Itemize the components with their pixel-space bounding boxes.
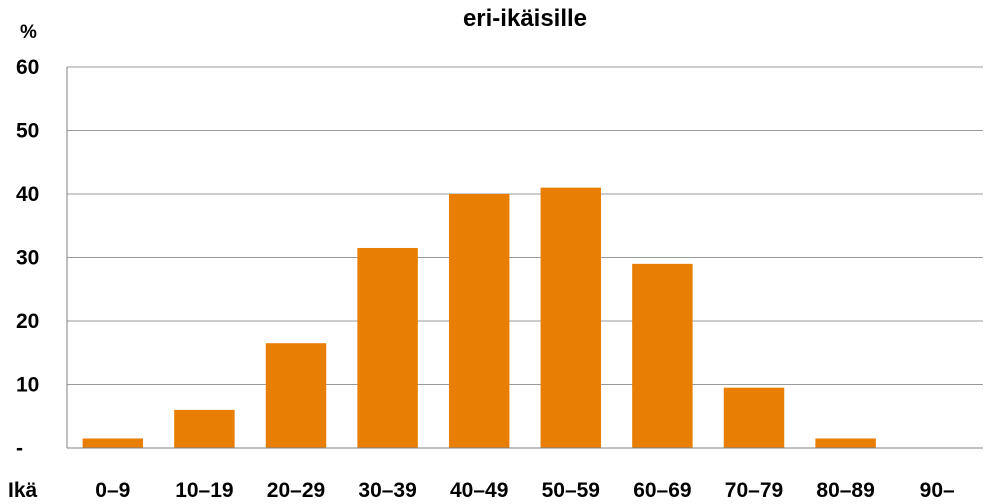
x-tick-label: 20–29: [267, 479, 325, 502]
x-tick-label: 80–89: [816, 479, 874, 502]
chart-title: eri-ikäisille: [463, 5, 587, 32]
y-tick-label: 30: [16, 247, 39, 270]
y-tick-label: 50: [16, 120, 39, 143]
x-tick-label: 40–49: [450, 479, 508, 502]
bar-0–9: [82, 438, 144, 448]
bar-10–19: [174, 409, 235, 448]
gridlines: [67, 66, 983, 385]
y-axis-ticks: - 10 20 30 40 50 60: [16, 56, 39, 460]
bar-20–29: [265, 343, 327, 448]
bar-40–49: [448, 194, 510, 448]
bar-60–69: [632, 263, 693, 448]
x-tick-label: 10–19: [175, 479, 233, 502]
bar-70–79: [723, 387, 785, 448]
x-axis-label: Ikä: [8, 479, 38, 502]
bar-50–59: [540, 187, 602, 448]
bars: [82, 187, 876, 448]
y-axis-unit-label: %: [20, 22, 37, 43]
x-tick-label: 70–79: [725, 479, 783, 502]
y-tick-label: 20: [16, 310, 39, 333]
x-tick-label: 0–9: [95, 479, 130, 502]
y-tick-label: 10: [16, 374, 39, 397]
x-tick-label: 90–: [920, 479, 955, 502]
x-tick-label: 30–39: [358, 479, 416, 502]
bar-30–39: [357, 247, 418, 448]
x-tick-label: 50–59: [542, 479, 600, 502]
x-tick-label: 60–69: [633, 479, 691, 502]
y-tick-label: 40: [16, 183, 39, 206]
bar-80–89: [815, 438, 876, 448]
x-axis-ticks: 0–9 10–19 20–29 30–39 40–49 50–59 60–69 70–79 80…: [95, 479, 955, 502]
y-tick-label: -: [16, 437, 23, 460]
y-tick-label: 60: [16, 56, 39, 79]
